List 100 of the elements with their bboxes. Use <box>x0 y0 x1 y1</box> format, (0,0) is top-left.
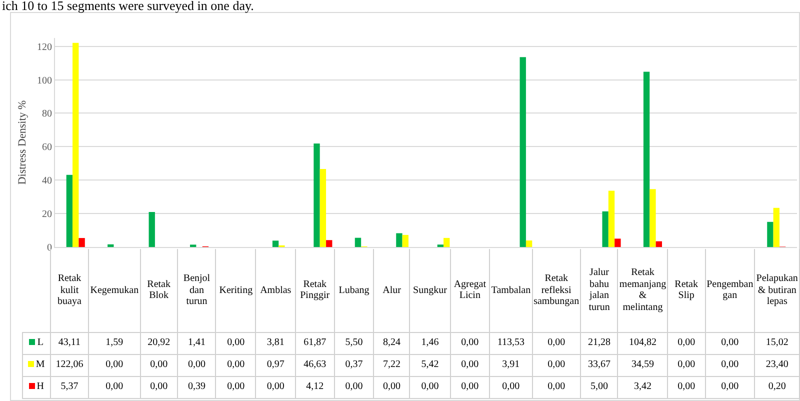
y-tick-label: 100 <box>37 75 52 86</box>
bar <box>520 57 526 247</box>
data-label: 5,50 <box>334 332 374 354</box>
x-tick-label: Retak Blok <box>140 249 178 332</box>
x-tick-label: Alur <box>374 249 410 332</box>
data-label: 3,81 <box>256 332 296 354</box>
data-label: 0,00 <box>450 354 490 376</box>
data-label: 0,00 <box>705 354 755 376</box>
data-label: 0,00 <box>216 354 256 376</box>
y-tick-label: 120 <box>37 42 52 53</box>
bar <box>767 222 774 247</box>
data-label: 15,02 <box>754 332 800 354</box>
data-label: 122,06 <box>50 354 89 376</box>
x-tick-label: Retak memanjang & melintang <box>618 249 668 332</box>
bar <box>643 72 650 247</box>
data-label: 0,37 <box>334 354 374 376</box>
bar <box>444 238 450 247</box>
x-tick-label: Retak refleksi sambungan <box>532 249 581 332</box>
bar <box>66 174 73 247</box>
data-label: 23,40 <box>754 354 800 376</box>
y-axis-title: Distress Density % <box>16 100 29 185</box>
data-label: 43,11 <box>50 332 89 354</box>
bar <box>396 233 402 247</box>
x-tick-label: Retak Pinggir <box>295 249 334 332</box>
data-label: 0,00 <box>532 332 581 354</box>
data-label: 0,97 <box>256 354 296 376</box>
data-label: 0,00 <box>374 376 410 398</box>
legend-label: M <box>22 354 50 376</box>
x-tick-label: Retak kulit buaya <box>50 249 89 332</box>
bar <box>354 238 362 247</box>
x-tick-label: Agregat Licin <box>450 249 490 332</box>
data-label: 1,46 <box>410 332 450 354</box>
bar <box>608 190 615 247</box>
data-label: 8,24 <box>374 332 410 354</box>
data-label: 0,00 <box>705 332 755 354</box>
x-tick-label: Sungkur <box>410 249 450 332</box>
bar <box>314 144 320 247</box>
data-label: 0,20 <box>754 376 800 398</box>
bar <box>326 240 332 247</box>
x-tick-label: Lubang <box>334 249 374 332</box>
bar <box>656 241 662 247</box>
y-tick-label: 20 <box>42 209 52 220</box>
data-label: 1,41 <box>178 332 216 354</box>
data-label: 0,00 <box>216 376 256 398</box>
data-label: 20,92 <box>140 332 178 354</box>
data-label: 0,00 <box>668 332 706 354</box>
data-label: 5,00 <box>580 376 618 398</box>
data-label: 0,00 <box>178 354 216 376</box>
data-label: 0,00 <box>216 332 256 354</box>
data-label: 113,53 <box>490 332 532 354</box>
legend-label: L <box>22 332 50 354</box>
data-label: 0,00 <box>140 376 178 398</box>
x-tick-label: Benjol dan turun <box>178 249 216 332</box>
data-label: 61,87 <box>295 332 334 354</box>
bar <box>108 244 114 247</box>
data-label: 21,28 <box>580 332 618 354</box>
data-label: 0,00 <box>490 376 532 398</box>
data-label: 0,00 <box>450 376 490 398</box>
data-label: 46,63 <box>295 354 334 376</box>
bar <box>320 169 326 247</box>
x-tick-label: Kegemukan <box>88 249 140 332</box>
text: ich 10 to 15 segments were surveyed in one day. <box>2 0 254 13</box>
bar <box>72 42 79 247</box>
x-tick-label: Jalur bahu jalan turun <box>580 249 618 332</box>
x-tick-label: Amblas <box>256 249 296 332</box>
data-label: 5,42 <box>410 354 450 376</box>
data-label: 0,00 <box>532 354 581 376</box>
legend-label: H <box>22 376 50 398</box>
data-label: 7,22 <box>374 354 410 376</box>
data-label: 0,00 <box>88 354 140 376</box>
data-label: 0,00 <box>668 376 706 398</box>
data-label: 33,67 <box>580 354 618 376</box>
bar <box>526 240 532 247</box>
x-tick-label: Pengemban gan <box>705 249 755 332</box>
data-label: 0,00 <box>410 376 450 398</box>
data-label: 0,00 <box>668 354 706 376</box>
y-tick-label: 40 <box>42 176 52 187</box>
bar <box>773 208 780 247</box>
data-label: 0,00 <box>256 376 296 398</box>
bar <box>78 238 85 247</box>
data-label: 0,39 <box>178 376 216 398</box>
data-label: 0,00 <box>140 354 178 376</box>
bar <box>614 238 621 247</box>
x-tick-label: Retak Slip <box>668 249 706 332</box>
y-tick-label: 80 <box>42 108 52 120</box>
data-label: 1,59 <box>88 332 140 354</box>
data-label: 34,59 <box>618 354 668 376</box>
x-tick-label: Pelapukan & butiran lepas <box>754 249 800 332</box>
x-tick-label: Tambalan <box>490 249 532 332</box>
data-label: 3,42 <box>618 376 668 398</box>
y-tick-label: 60 <box>42 142 52 154</box>
data-label: 0,00 <box>88 376 140 398</box>
data-label: 3,91 <box>490 354 532 376</box>
bar <box>602 211 608 247</box>
data-label: 0,00 <box>450 332 490 354</box>
data-label: 0,00 <box>705 376 755 398</box>
bar <box>650 189 656 247</box>
data-label: 0,00 <box>334 376 374 398</box>
data-label: 5,37 <box>50 376 89 398</box>
bar <box>148 212 155 247</box>
